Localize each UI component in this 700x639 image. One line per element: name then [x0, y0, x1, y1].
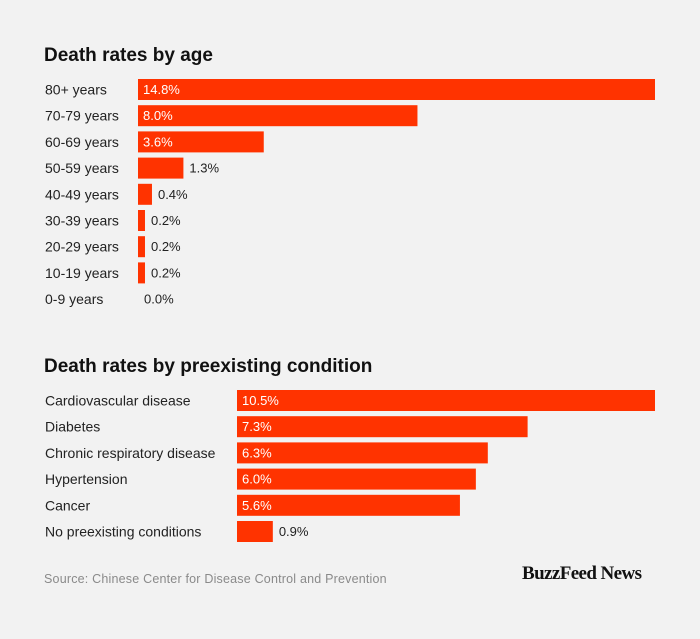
data-label: 6.3% — [242, 445, 272, 460]
category-label: Diabetes — [45, 419, 100, 435]
category-label: 70-79 years — [45, 108, 119, 124]
bar — [138, 131, 264, 153]
data-label: 0.2% — [151, 265, 181, 280]
category-label: Cardiovascular disease — [45, 393, 191, 409]
category-label: 40-49 years — [45, 186, 119, 202]
source-note: Source: Chinese Center for Disease Contr… — [44, 572, 387, 586]
category-label: 30-39 years — [45, 213, 119, 229]
data-label: 3.6% — [143, 134, 173, 149]
data-label: 10.5% — [242, 393, 279, 408]
bar — [138, 105, 418, 127]
chart-title-condition: Death rates by preexisting condition — [44, 356, 373, 377]
category-label: 20-29 years — [45, 239, 119, 255]
buzzfeed-news-logo: BuzzFeed News — [522, 563, 642, 584]
data-label: 0.9% — [279, 524, 309, 539]
bar — [138, 262, 145, 284]
bar — [138, 79, 655, 100]
bar — [138, 210, 145, 231]
category-label: 0-9 years — [45, 291, 103, 307]
data-label: 6.0% — [242, 472, 272, 487]
bar — [237, 521, 273, 542]
data-label: 0.4% — [158, 187, 188, 202]
category-label: 60-69 years — [45, 134, 119, 150]
category-label: No preexisting conditions — [45, 524, 201, 540]
bar — [237, 494, 460, 516]
category-label: 10-19 years — [45, 265, 119, 281]
bar — [237, 468, 476, 490]
bar — [138, 236, 145, 258]
data-label: 7.3% — [242, 419, 272, 434]
chart-title-age: Death rates by age — [44, 45, 213, 66]
category-label: Chronic respiratory disease — [45, 445, 216, 461]
data-label: 14.8% — [143, 82, 180, 97]
data-label: 0.2% — [151, 213, 181, 228]
bar — [237, 442, 488, 464]
data-label: 0.0% — [144, 292, 174, 307]
data-label: 1.3% — [189, 161, 219, 176]
category-label: 80+ years — [45, 82, 107, 98]
category-label: Cancer — [45, 497, 90, 513]
data-label: 0.2% — [151, 239, 181, 254]
bar — [237, 390, 655, 411]
category-label: Hypertension — [45, 471, 128, 487]
category-label: 50-59 years — [45, 160, 119, 176]
data-label: 8.0% — [143, 108, 173, 123]
bar — [138, 183, 152, 205]
bar — [138, 157, 184, 179]
data-label: 5.6% — [242, 498, 272, 513]
bar — [237, 416, 528, 438]
